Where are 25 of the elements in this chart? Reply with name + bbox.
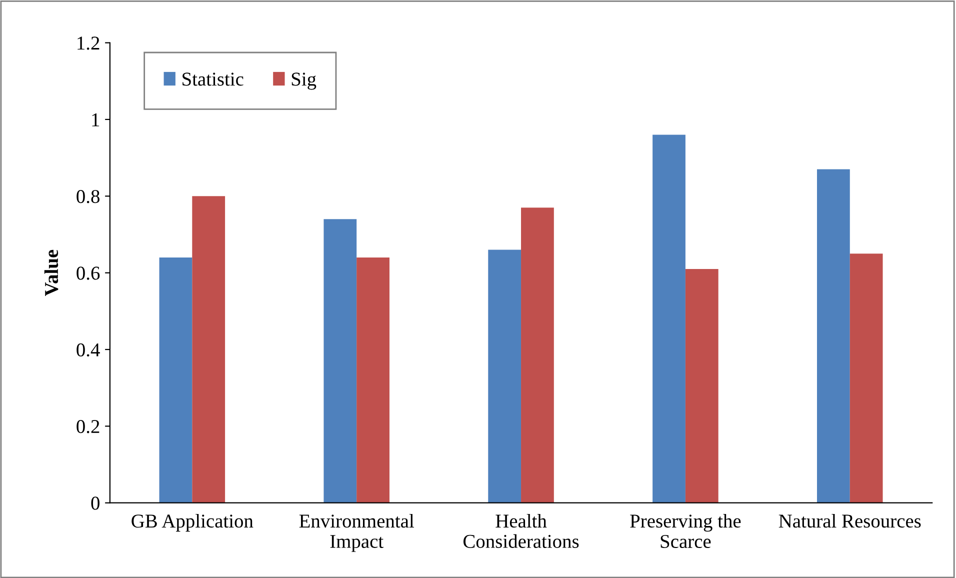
y-tick-label: 0.2 <box>76 420 100 434</box>
y-tick-label: 1.2 <box>78 36 100 50</box>
bar <box>324 219 357 503</box>
bar <box>652 134 686 503</box>
bar <box>159 257 192 503</box>
bar <box>685 268 718 503</box>
x-tick-label: Preserving the Scarce <box>630 514 741 548</box>
bar <box>356 257 390 503</box>
bar <box>488 250 522 503</box>
y-tick-label: 0.6 <box>76 266 100 280</box>
x-tick-label: Health Considerations <box>463 514 579 548</box>
y-tick-label: 1 <box>92 113 100 126</box>
x-tick-label: Environmental Impact <box>299 514 414 552</box>
bar <box>192 196 226 503</box>
y-tick-label: 0.4 <box>76 343 100 357</box>
legend-label: Sig <box>292 72 316 90</box>
bar <box>817 169 850 503</box>
bar <box>850 254 883 503</box>
y-axis-title: Value <box>44 250 58 296</box>
x-tick-label: GB Application <box>132 514 254 532</box>
y-tick-label: 0 <box>91 496 100 510</box>
legend-label: Statistic <box>182 72 244 86</box>
y-tick-label: 0.8 <box>76 190 100 204</box>
x-tick-label: Natural Resources <box>778 514 921 528</box>
bar <box>521 208 554 503</box>
